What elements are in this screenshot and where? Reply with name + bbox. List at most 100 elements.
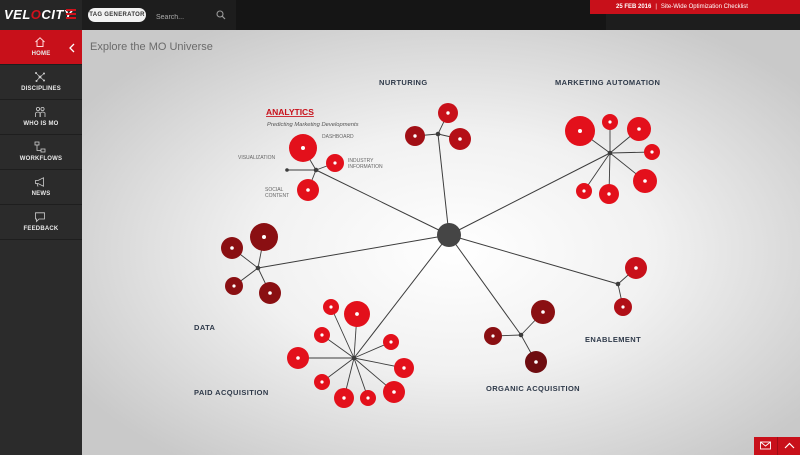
cluster-junction — [351, 355, 357, 361]
mail-icon — [760, 441, 771, 450]
chevron-left-icon[interactable] — [68, 43, 76, 53]
logo-text-part: CITY — [41, 7, 74, 22]
logo-text-o: O — [30, 7, 42, 22]
hub-node[interactable] — [437, 223, 461, 247]
home-icon — [35, 37, 45, 47]
sidebar-item-disciplines[interactable]: DISCIPLINES — [0, 65, 82, 100]
node-dot — [329, 305, 333, 309]
tag-generator-button[interactable]: TAG GENERATOR — [88, 8, 146, 22]
banner-text: Site-Wide Optimization Checklist — [660, 4, 748, 10]
node-dot — [320, 380, 324, 384]
node-dot — [320, 333, 324, 337]
sidebar-item-workflows[interactable]: WORKFLOWS — [0, 135, 82, 170]
scroll-top-button[interactable] — [777, 437, 800, 455]
sidebar-item-news[interactable]: NEWS — [0, 170, 82, 205]
node-dot — [296, 356, 300, 360]
sidebar-item-label: NEWS — [31, 191, 51, 197]
node-dot — [306, 188, 310, 192]
node-dot — [342, 396, 346, 400]
cluster-organic-acquisition[interactable]: ORGANIC ACQUISITION — [484, 300, 580, 393]
cluster-label-paid-acquisition[interactable]: PAID ACQUISITION — [194, 388, 269, 397]
sidebar-item-feedback[interactable]: FEEDBACK — [0, 205, 82, 240]
cluster-label-organic-acquisition[interactable]: ORGANIC ACQUISITION — [486, 384, 580, 393]
cluster-subtitle-analytics: Predicting Marketing Developments — [267, 122, 359, 128]
banner-separator: | — [655, 4, 657, 10]
cluster-data[interactable]: DATA — [194, 223, 281, 332]
megaphone-icon — [35, 177, 44, 187]
label-industry-1: INDUSTRY — [348, 158, 374, 164]
people-icon — [35, 106, 46, 117]
mail-button[interactable] — [754, 437, 777, 455]
top-bar: VELOCITY TAG GENERATOR 25 FEB 2016|Site-… — [0, 0, 800, 30]
sidebar-item-label: WORKFLOWS — [19, 156, 63, 162]
cluster-enablement[interactable]: ENABLEMENT — [585, 257, 647, 344]
node-dot — [491, 334, 495, 338]
node-dot — [355, 312, 359, 316]
topbar-pattern — [236, 0, 606, 30]
label-social-1: SOCIAL — [265, 187, 284, 193]
node-dot — [389, 340, 393, 344]
main-content: ANALYTICS Predicting Marketing Developme… — [82, 30, 800, 455]
sidebar-item-home[interactable]: HOME — [0, 30, 82, 65]
node-dot — [392, 390, 396, 394]
search-input[interactable] — [150, 8, 214, 27]
sidebar-item-label: DISCIPLINES — [21, 86, 61, 92]
workflow-icon — [34, 141, 46, 153]
node-dot — [534, 360, 538, 364]
node-dot — [366, 396, 370, 400]
cluster-junction — [255, 265, 261, 271]
sidebar-item-label: WHO IS MO — [23, 121, 59, 127]
cluster-analytics[interactable]: ANALYTICS Predicting Marketing Developme… — [238, 107, 383, 201]
sidebar-item-who-is-mo[interactable]: WHO IS MO — [0, 100, 82, 135]
node-visualization[interactable] — [285, 168, 289, 172]
cluster-paid-acquisition[interactable]: PAID ACQUISITION — [194, 299, 414, 408]
label-industry-2: INFORMATION — [348, 164, 383, 170]
bottom-actions — [754, 437, 800, 455]
cluster-nurturing[interactable]: NURTURING — [379, 78, 471, 150]
cluster-label-marketing-automation[interactable]: MARKETING AUTOMATION — [555, 78, 660, 87]
cluster-label-data[interactable]: DATA — [194, 323, 216, 332]
node-dot — [230, 246, 234, 250]
search-icon[interactable] — [216, 10, 226, 20]
node-dot — [621, 305, 625, 309]
cluster-junction — [518, 332, 524, 338]
node-dot — [637, 127, 641, 131]
node-dot — [333, 161, 337, 165]
cluster-label-analytics[interactable]: ANALYTICS — [266, 107, 314, 117]
velocity-logo[interactable]: VELOCITY — [4, 7, 73, 22]
logo-text-part: VEL — [4, 7, 31, 22]
cluster-label-enablement[interactable]: ENABLEMENT — [585, 335, 641, 344]
cluster-label-nurturing[interactable]: NURTURING — [379, 78, 428, 87]
node-dot — [301, 146, 305, 150]
cluster-junction — [615, 281, 621, 287]
search-box — [150, 6, 232, 27]
label-social-2: CONTENT — [265, 193, 289, 199]
node-dot — [402, 366, 406, 370]
node-dot — [634, 266, 638, 270]
sidebar-item-label: HOME — [31, 51, 51, 57]
hamburger-menu-icon[interactable] — [66, 9, 76, 19]
node-dot — [607, 192, 611, 196]
node-dot — [582, 189, 586, 193]
node-dot — [262, 235, 266, 239]
node-dot — [608, 120, 612, 124]
cluster-junction — [313, 167, 319, 173]
cluster-marketing-automation[interactable]: MARKETING AUTOMATION — [555, 78, 660, 204]
sidebar: HOME DISCIPLINES WHO IS MO WORKFL — [0, 30, 82, 455]
cluster-junction — [435, 131, 441, 137]
node-dot — [446, 111, 450, 115]
node-dot — [643, 179, 647, 183]
node-dot — [650, 150, 654, 154]
label-visualization: VISUALIZATION — [238, 155, 276, 161]
node-dot — [413, 134, 417, 138]
network-icon — [35, 72, 45, 82]
node-dot — [578, 129, 582, 133]
chevron-up-icon — [784, 442, 795, 449]
logo-area: VELOCITY — [0, 0, 82, 30]
node-dot — [232, 284, 236, 288]
announcement-banner[interactable]: 25 FEB 2016 | Site-Wide Optimization Check… — [590, 0, 800, 14]
node-dot — [541, 310, 545, 314]
cluster-junction — [607, 150, 613, 156]
hub-spokes — [257, 133, 619, 359]
